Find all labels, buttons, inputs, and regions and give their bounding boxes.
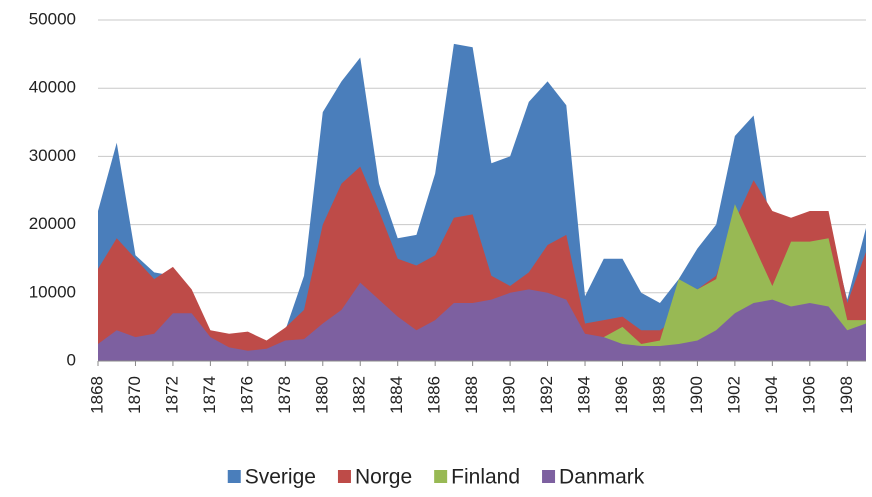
area [98, 282, 866, 361]
x-tick-label: 1906 [799, 376, 818, 414]
legend-label: Danmark [559, 466, 645, 489]
legend: Sverige Norge Finland Danmark [227, 466, 645, 489]
x-tick-label: 1898 [649, 376, 668, 414]
x-tick-label: 1902 [724, 376, 743, 414]
x-tick-label: 1882 [350, 376, 369, 414]
legend-swatch [542, 470, 556, 483]
y-tick-label: 10000 [29, 282, 76, 301]
x-tick-label: 1904 [762, 376, 781, 414]
x-tick-label: 1876 [237, 376, 256, 414]
x-tick-label: 1896 [612, 376, 631, 414]
legend-label: Norge [355, 466, 412, 489]
x-tick-label: 1894 [575, 376, 594, 414]
x-tick-label: 1868 [87, 376, 106, 414]
x-tick-label: 1892 [537, 376, 556, 414]
legend-swatch [337, 470, 351, 483]
y-tick-label: 40000 [29, 78, 76, 97]
x-tick-label: 1870 [125, 376, 144, 414]
x-tick-label: 1888 [462, 376, 481, 414]
y-tick-label: 20000 [29, 214, 76, 233]
legend-label: Finland [451, 466, 520, 489]
area [98, 43, 866, 362]
x-tick-label: 1884 [387, 376, 406, 414]
x-tick-label: 1880 [312, 376, 331, 414]
area [98, 166, 866, 361]
y-tick-label: 50000 [29, 9, 76, 28]
legend-label: Sverige [245, 466, 316, 489]
x-tick-label: 1890 [500, 376, 519, 414]
y-tick-label: 30000 [29, 146, 76, 165]
y-tick-label: 0 [67, 350, 76, 369]
x-tick-label: 1872 [162, 376, 181, 414]
x-tick-label: 1874 [200, 376, 219, 414]
legend-swatch [227, 470, 241, 483]
x-tick-label: 1878 [275, 376, 294, 414]
x-tick-label: 1900 [687, 376, 706, 414]
legend-swatch [434, 470, 448, 483]
x-tick-label: 1886 [425, 376, 444, 414]
x-tick-label: 1908 [837, 376, 856, 414]
